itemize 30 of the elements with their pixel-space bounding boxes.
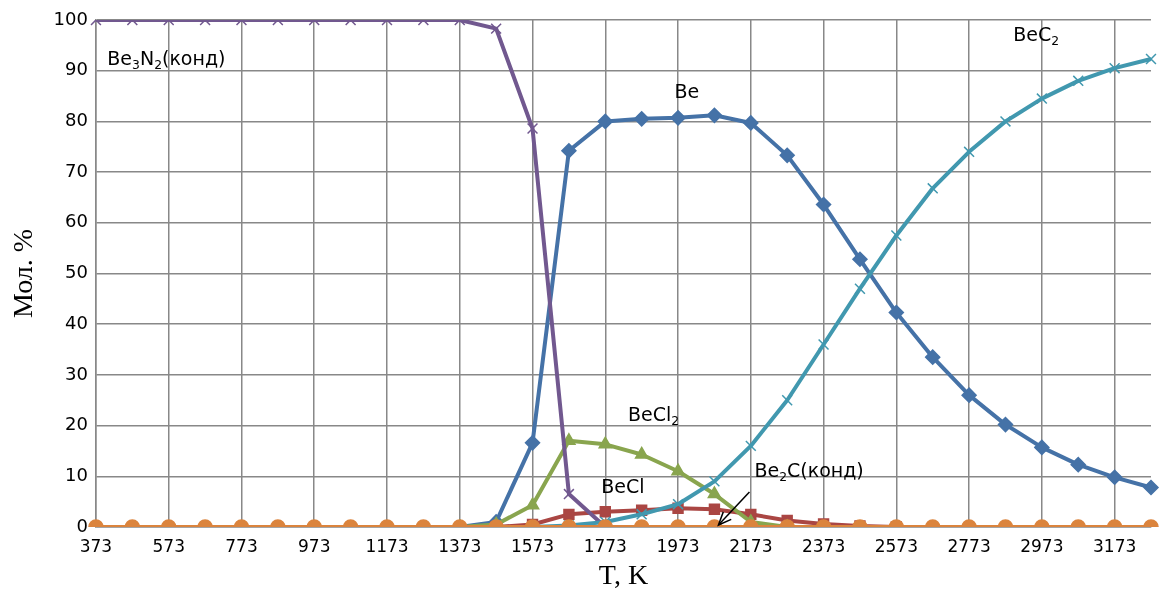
x-tick-label: 3173 xyxy=(1092,535,1137,556)
series-label: Be xyxy=(674,80,700,103)
y-tick-label: 10 xyxy=(65,463,88,485)
y-tick-label: 30 xyxy=(65,362,88,384)
x-axis-title: T, K xyxy=(598,558,649,590)
y-tick-label: 20 xyxy=(65,413,88,435)
y-tick-label: 70 xyxy=(65,159,88,181)
x-tick-label: 973 xyxy=(298,535,331,556)
y-axis-title: Мол. % xyxy=(7,228,39,319)
y-tick-label: 40 xyxy=(65,311,88,333)
y-tick-label: 50 xyxy=(65,261,88,283)
x-tick-label: 2773 xyxy=(947,535,991,556)
x-tick-label: 1773 xyxy=(583,535,627,556)
x-tick-label: 2373 xyxy=(801,535,846,556)
x-tick-label: 1173 xyxy=(365,535,409,556)
series-label: BeCl xyxy=(601,474,645,497)
x-tick-label: 2173 xyxy=(729,535,773,556)
y-tick-label: 80 xyxy=(65,109,88,131)
y-tick-label: 0 xyxy=(76,514,88,536)
x-tick-label: 373 xyxy=(79,535,113,556)
x-tick-label: 2573 xyxy=(874,535,918,556)
y-tick-label: 90 xyxy=(65,58,88,80)
y-tick-label: 100 xyxy=(53,7,88,29)
x-tick-label: 1973 xyxy=(656,535,700,556)
y-tick-label: 60 xyxy=(65,210,88,232)
x-tick-label: 773 xyxy=(225,535,258,556)
x-tick-label: 1373 xyxy=(438,535,482,556)
x-tick-label: 2973 xyxy=(1020,535,1064,556)
x-tick-label: 1573 xyxy=(510,535,555,556)
x-tick-label: 573 xyxy=(152,535,185,556)
